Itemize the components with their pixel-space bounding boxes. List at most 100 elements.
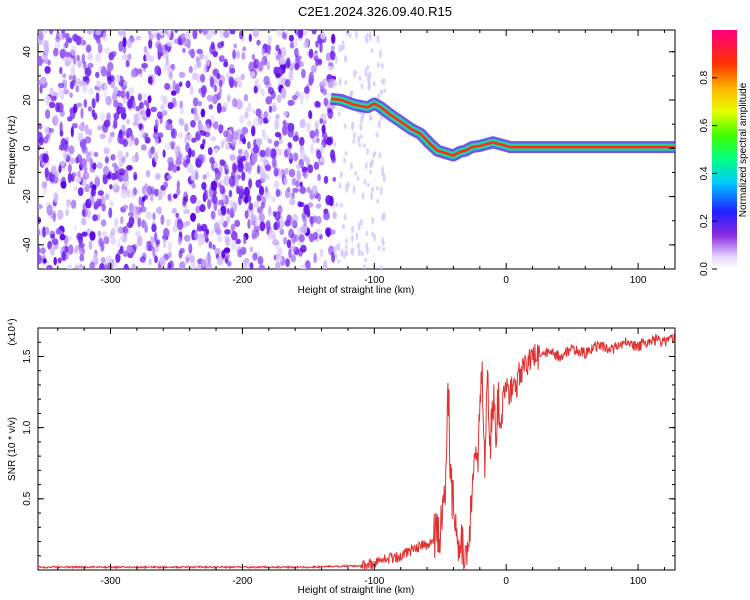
- x-tick-label: -200: [232, 576, 252, 587]
- noise-blob: [97, 230, 102, 238]
- noise-blob: [155, 173, 161, 180]
- noise-blob: [91, 97, 96, 109]
- noise-blob: [117, 134, 124, 144]
- noise-blob: [40, 247, 46, 255]
- noise-blob: [152, 246, 156, 258]
- noise-blob: [368, 70, 372, 80]
- noise-blob: [255, 108, 262, 117]
- noise-blob: [299, 201, 305, 208]
- noise-blob: [176, 180, 180, 190]
- noise-blob: [344, 238, 348, 244]
- noise-blob: [319, 248, 324, 258]
- noise-blob: [325, 52, 332, 62]
- noise-blob: [41, 54, 48, 60]
- noise-blob: [375, 132, 379, 138]
- noise-blob: [267, 49, 271, 55]
- noise-blob: [319, 118, 324, 124]
- noise-blob: [121, 54, 129, 61]
- noise-blob: [65, 51, 71, 58]
- noise-blob: [122, 138, 129, 148]
- noise-blob: [152, 212, 156, 221]
- noise-blob: [99, 263, 105, 269]
- noise-blob: [168, 72, 173, 80]
- noise-blob: [295, 180, 300, 188]
- noise-blob: [207, 30, 214, 37]
- noise-blob: [188, 243, 193, 254]
- noise-blob: [163, 181, 169, 189]
- noise-blob: [64, 41, 69, 49]
- noise-blob: [345, 30, 349, 36]
- noise-blob: [350, 235, 354, 243]
- noise-blob: [210, 180, 218, 191]
- noise-blob: [302, 171, 306, 177]
- noise-blob: [81, 217, 87, 226]
- noise-blob: [51, 165, 57, 175]
- noise-blob: [84, 67, 92, 77]
- noise-blob: [299, 136, 305, 146]
- noise-blob: [234, 219, 241, 228]
- noise-blob: [48, 101, 56, 109]
- noise-blob: [109, 184, 113, 190]
- noise-blob: [126, 127, 133, 139]
- noise-blob: [167, 102, 174, 110]
- noise-blob: [196, 200, 202, 207]
- noise-blob: [243, 94, 249, 102]
- noise-blob: [135, 230, 141, 237]
- noise-blob: [81, 231, 88, 237]
- noise-blob: [69, 80, 75, 90]
- noise-blob: [328, 65, 334, 72]
- noise-blob: [125, 59, 130, 68]
- noise-blob: [368, 32, 372, 42]
- snr-panel: -300 -200 -100 0 100 0.5 1.0 1.5 Height of str…: [7, 318, 676, 596]
- noise-blob: [128, 202, 134, 213]
- noise-blob: [265, 146, 272, 158]
- noise-blob: [112, 162, 118, 168]
- noise-blob: [51, 238, 59, 246]
- noise-blob: [196, 263, 202, 269]
- noise-blob: [351, 225, 355, 234]
- noise-blob: [167, 30, 172, 35]
- noise-blob: [237, 248, 243, 258]
- noise-blob: [183, 208, 191, 215]
- noise-blob: [167, 241, 173, 252]
- noise-blob: [82, 75, 88, 82]
- noise-blob: [275, 72, 281, 79]
- noise-blob: [204, 193, 209, 200]
- noise-blob: [378, 152, 382, 159]
- noise-blob: [377, 120, 381, 129]
- noise-blob: [322, 78, 327, 88]
- noise-blob: [191, 182, 196, 189]
- y-tick-label: 40: [22, 46, 33, 58]
- noise-blob: [283, 177, 288, 186]
- noise-blob: [162, 149, 166, 158]
- noise-blob: [98, 237, 103, 247]
- noise-blob: [265, 220, 271, 229]
- noise-blob: [381, 166, 385, 174]
- noise-blob: [144, 221, 148, 231]
- noise-blob: [377, 93, 381, 100]
- noise-blob: [99, 133, 107, 139]
- noise-blob: [118, 41, 124, 52]
- noise-blob: [257, 256, 264, 265]
- noise-blob: [64, 59, 71, 67]
- noise-blob: [311, 138, 318, 144]
- noise-blob: [267, 115, 272, 121]
- spectrogram-track: [330, 92, 675, 162]
- noise-blob: [55, 102, 61, 113]
- noise-blob: [107, 62, 114, 72]
- noise-blob: [261, 48, 266, 56]
- noise-blob: [237, 80, 243, 88]
- noise-blob: [323, 211, 330, 221]
- noise-blob: [62, 150, 69, 160]
- noise-blob: [217, 208, 222, 217]
- noise-blob: [45, 133, 50, 140]
- noise-blob: [83, 99, 88, 108]
- noise-blob: [337, 242, 341, 251]
- noise-blob: [147, 95, 152, 104]
- noise-blob: [190, 48, 195, 59]
- noise-blob: [247, 120, 252, 127]
- noise-blob: [220, 214, 225, 225]
- noise-blob: [138, 196, 142, 206]
- noise-blob: [229, 207, 234, 218]
- noise-blob: [277, 247, 283, 256]
